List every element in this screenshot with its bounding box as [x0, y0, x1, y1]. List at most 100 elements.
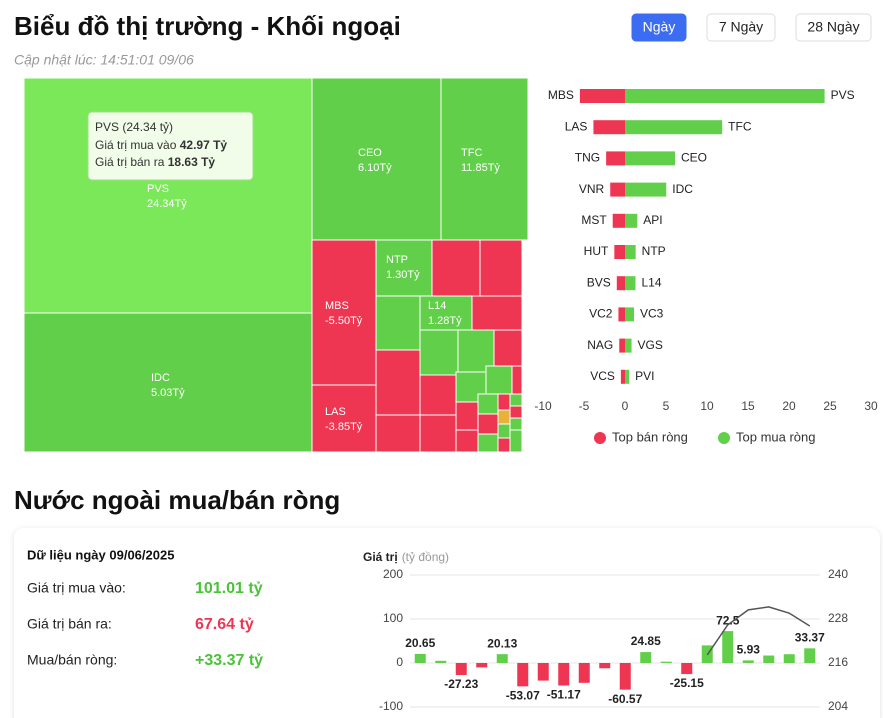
bar-label: BVS	[587, 275, 611, 289]
y2-tick-label: 204	[828, 699, 848, 713]
bar	[625, 151, 676, 166]
bar	[722, 631, 734, 663]
y-tick-label: 0	[396, 655, 403, 669]
y2-tick-label: 228	[828, 611, 848, 625]
bar	[496, 654, 508, 663]
tile-name: NTP	[386, 254, 408, 266]
legend-label: Top mua ròng	[736, 429, 816, 444]
treemap-tile	[419, 295, 473, 331]
tile-value: 6.10Tỷ	[358, 162, 392, 174]
tile-name: MBS	[325, 300, 349, 312]
value-label: -53.07	[506, 689, 540, 703]
y-axis-title: Giá trị (tỷ đồng)	[363, 550, 449, 564]
bar-label: MST	[581, 213, 607, 227]
tab-label[interactable]: 28 Ngày	[807, 19, 859, 35]
tooltip-sell-value: 18.63 Tỷ	[168, 155, 216, 169]
net-bar-chart: -10 -5 0 5 10 15 20 25 30 MBS LAS TNG VNR MST HUT BVS VC…	[534, 88, 878, 444]
bar-label: PVI	[635, 369, 654, 383]
bar-label: PVS	[831, 88, 855, 102]
bar	[619, 663, 631, 690]
tooltip-sell: Giá trị bán ra 18.63 Tỷ	[95, 155, 215, 169]
bar	[804, 648, 816, 663]
bar	[618, 307, 625, 322]
tab-button[interactable]	[795, 13, 872, 42]
treemap-tile	[311, 239, 377, 386]
tooltip: PVS (24.34 tỷ) Giá trị mua vào 42.97 Tỷ …	[87, 111, 254, 181]
tooltip-box	[87, 111, 254, 181]
bar	[579, 89, 625, 103]
bar	[435, 660, 447, 663]
tile-name: IDC	[151, 372, 170, 384]
bar	[619, 338, 625, 353]
tab-button[interactable]	[631, 13, 687, 42]
page-title: Biểu đồ thị trường - Khối ngoại	[14, 11, 401, 41]
tooltip-sell-label: Giá trị bán ra	[95, 155, 165, 169]
treemap-small-tiles	[375, 239, 523, 453]
value-label: 20.65	[405, 636, 435, 650]
bar	[612, 213, 625, 228]
bar	[625, 89, 825, 103]
y-axis-label: Giá trị	[363, 550, 398, 564]
treemap-tile	[375, 239, 433, 297]
bar	[625, 307, 635, 322]
summary-title: Dữ liệu ngày 09/06/2025	[27, 547, 174, 562]
tab-label[interactable]: 7 Ngày	[719, 19, 763, 35]
bar-label: NAG	[587, 338, 613, 352]
bar	[610, 182, 625, 197]
bar	[620, 369, 625, 384]
bar-label: LAS	[565, 119, 588, 133]
tile-name: TFC	[461, 147, 482, 159]
bar	[414, 653, 426, 663]
tooltip-buy: Giá trị mua vào 42.97 Tỷ	[95, 138, 227, 152]
bar	[625, 182, 667, 197]
tooltip-buy-label: Giá trị mua vào	[95, 138, 177, 152]
tile-name: PVS	[147, 183, 169, 195]
summary-value: +33.37 tỷ	[195, 652, 263, 669]
bar	[625, 276, 636, 291]
summary: Giá trị mua vào: 101.01 tỷ Giá trị bán ra:…	[27, 580, 263, 670]
y-axis-unit: (tỷ đồng)	[402, 550, 449, 564]
x-tick-label: 30	[864, 399, 878, 413]
bar	[625, 338, 632, 353]
bar	[625, 213, 638, 228]
tab-button[interactable]	[706, 13, 776, 42]
legend-marker	[718, 432, 730, 444]
tab-label[interactable]: Ngày	[643, 19, 676, 35]
bar	[606, 151, 625, 166]
value-label: 20.13	[487, 636, 517, 650]
x-tick-label: 15	[741, 399, 755, 413]
legend-marker	[594, 432, 606, 444]
tabs: Ngày 7 Ngày 28 Ngày	[631, 13, 872, 42]
x-tick-label: 25	[823, 399, 837, 413]
x-tick-label: 0	[622, 399, 629, 413]
bar	[599, 663, 611, 669]
treemap-tile	[311, 384, 377, 453]
bar	[660, 661, 672, 663]
bar-label: VC2	[589, 307, 613, 321]
bar	[593, 120, 625, 135]
bar	[681, 663, 693, 675]
tile-value: 11.85Tỷ	[461, 162, 500, 174]
section-title: Nước ngoài mua/bán ròng	[14, 485, 340, 515]
value-label: -60.57	[608, 692, 642, 706]
tile-value: 5.03Tỷ	[151, 387, 185, 399]
tile-name: L14	[428, 300, 446, 312]
x-tick-label: 20	[782, 399, 796, 413]
bar-label: TNG	[575, 151, 600, 165]
flow-chart: Giá trị (tỷ đồng) -100 0 100 200 204 216 228 240 2…	[363, 550, 848, 713]
bar	[625, 120, 723, 135]
y2-tick-label: 216	[828, 655, 848, 669]
card	[14, 528, 880, 718]
y2-tick-label: 240	[828, 567, 848, 581]
value-label: -51.17	[547, 688, 581, 702]
x-tick-label: -5	[579, 399, 590, 413]
bar-label: VGS	[638, 338, 663, 352]
summary-value: 101.01 tỷ	[195, 580, 263, 597]
bar-label: CEO	[681, 151, 707, 165]
bar	[517, 663, 529, 687]
bar-label: VCS	[590, 369, 615, 383]
bar	[537, 663, 549, 681]
bar	[742, 660, 754, 663]
bar-label: NTP	[642, 244, 666, 258]
